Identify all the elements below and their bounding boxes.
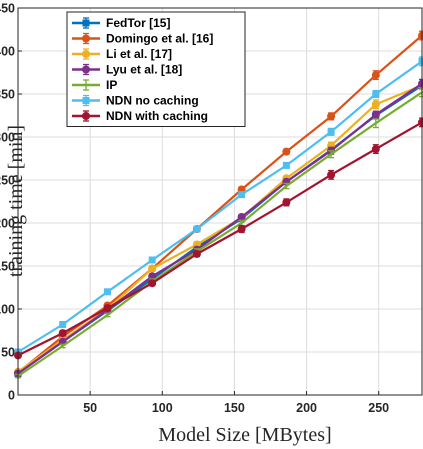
data-point <box>85 84 87 86</box>
x-axis-label: Model Size [MBytes] <box>158 424 331 446</box>
data-point <box>82 97 90 104</box>
y-tick-label: 0 <box>8 389 15 403</box>
data-point <box>148 264 157 273</box>
data-point <box>237 212 246 221</box>
y-tick-label: 150 <box>0 260 15 274</box>
legend-item: IP <box>72 78 117 92</box>
series-line <box>17 91 423 378</box>
legend-label: Domingo et al. [16] <box>106 32 213 46</box>
data-point <box>103 288 111 296</box>
data-point <box>285 185 288 188</box>
legend-label: Lyu et al. [18] <box>106 63 182 77</box>
x-tick-label: 200 <box>296 401 317 415</box>
legend-label: NDN with caching <box>106 109 208 123</box>
legend-item: NDN no caching <box>72 94 199 108</box>
data-point <box>82 112 90 120</box>
data-point <box>82 65 90 74</box>
legend-label: NDN no caching <box>106 94 199 108</box>
y-tick-label: 400 <box>0 45 15 59</box>
data-point <box>193 225 201 233</box>
data-point <box>237 225 246 234</box>
data-point <box>148 256 156 264</box>
data-point <box>192 249 201 258</box>
y-tick-label: 200 <box>0 217 15 231</box>
data-point <box>82 50 90 58</box>
legend-item: FedTor [15] <box>72 16 170 30</box>
data-point <box>282 161 290 169</box>
y-tick-label: 250 <box>0 174 15 188</box>
data-point <box>58 329 67 338</box>
data-point <box>59 320 67 328</box>
data-point <box>82 19 90 27</box>
data-point <box>327 112 336 121</box>
data-point <box>371 71 380 80</box>
series-line <box>17 82 423 375</box>
series-layer <box>14 30 423 379</box>
data-point <box>371 100 380 109</box>
series-line <box>17 60 423 353</box>
legend-item: NDN with caching <box>72 109 208 123</box>
data-point <box>82 34 90 43</box>
y-tick-label: 350 <box>0 88 15 102</box>
data-point <box>61 344 64 347</box>
data-point <box>372 90 380 98</box>
x-tick-label: 150 <box>224 401 245 415</box>
y-axis-label: training time [min] <box>5 125 27 277</box>
legend-label: FedTor [15] <box>106 16 170 30</box>
data-point <box>106 314 109 317</box>
axis-ticks: 50 100 150 200 250 0 50 100 150 200 250 300 350 400 45… <box>0 2 389 416</box>
data-point <box>148 279 157 288</box>
data-point <box>327 128 335 136</box>
data-point <box>374 122 377 125</box>
legend-label: IP <box>106 78 117 92</box>
data-point <box>238 191 246 199</box>
x-tick-label: 50 <box>83 401 97 415</box>
data-point <box>103 304 112 313</box>
data-point <box>327 170 336 179</box>
plot-frame <box>17 7 423 396</box>
y-tick-label: 450 <box>0 2 15 16</box>
data-point <box>282 147 291 156</box>
y-tick-label: 50 <box>1 346 15 360</box>
series-line <box>17 121 423 357</box>
data-point <box>282 198 291 207</box>
legend: FedTor [15] Domingo et al. [16]Li et al. … <box>66 11 246 127</box>
data-point <box>371 145 380 154</box>
legend-item: Domingo et al. [16] <box>72 32 213 46</box>
x-tick-label: 100 <box>152 401 173 415</box>
data-point <box>418 57 423 65</box>
legend-label: Li et al. [17] <box>106 47 172 61</box>
data-point <box>371 110 380 119</box>
legend-item: Li et al. [17] <box>72 47 172 61</box>
data-point <box>240 222 243 224</box>
data-point <box>330 153 333 156</box>
series-line <box>17 84 423 373</box>
y-tick-label: 100 <box>0 303 15 317</box>
x-tick-label: 250 <box>368 401 389 415</box>
legend-item: Lyu et al. [18] <box>72 63 182 77</box>
y-tick-label: 300 <box>0 131 15 145</box>
